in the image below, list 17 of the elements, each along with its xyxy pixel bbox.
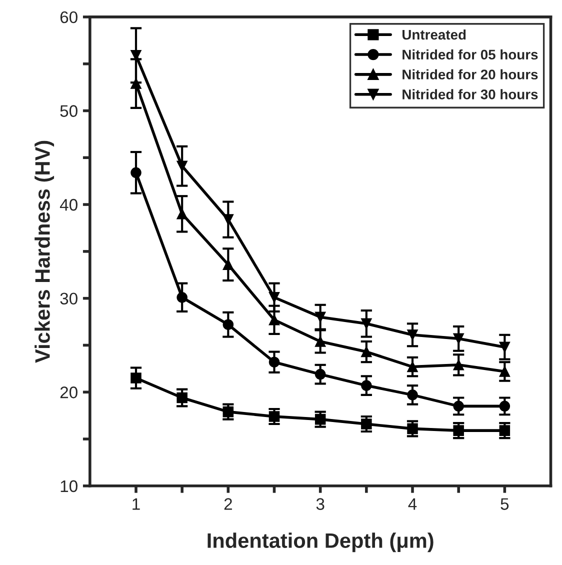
y-tick-label: 10	[60, 480, 78, 492]
y-tick-label: 60	[60, 11, 78, 24]
y-axis-title: Vickers Hardness (HV)	[34, 140, 54, 363]
x-axis-title: Indentation Depth (μm)	[208, 532, 434, 552]
legend-label: Nitrided for 20 hours	[402, 69, 538, 80]
legend-label: Untreated	[402, 29, 466, 40]
y-tick-label: 30	[60, 292, 78, 305]
legend-label: Nitrided for 05 hours	[402, 49, 538, 60]
x-tick-label: 1	[132, 498, 140, 510]
y-tick-label: 20	[60, 386, 78, 398]
x-tick-label: 4	[408, 498, 417, 510]
y-tick-label: 40	[60, 198, 78, 211]
x-tick-label: 5	[500, 498, 509, 510]
y-tick-label: 50	[60, 105, 78, 117]
x-tick-label: 2	[224, 498, 232, 510]
legend-label: Nitrided for 30 hours	[402, 89, 538, 100]
x-tick-label: 3	[316, 498, 324, 510]
